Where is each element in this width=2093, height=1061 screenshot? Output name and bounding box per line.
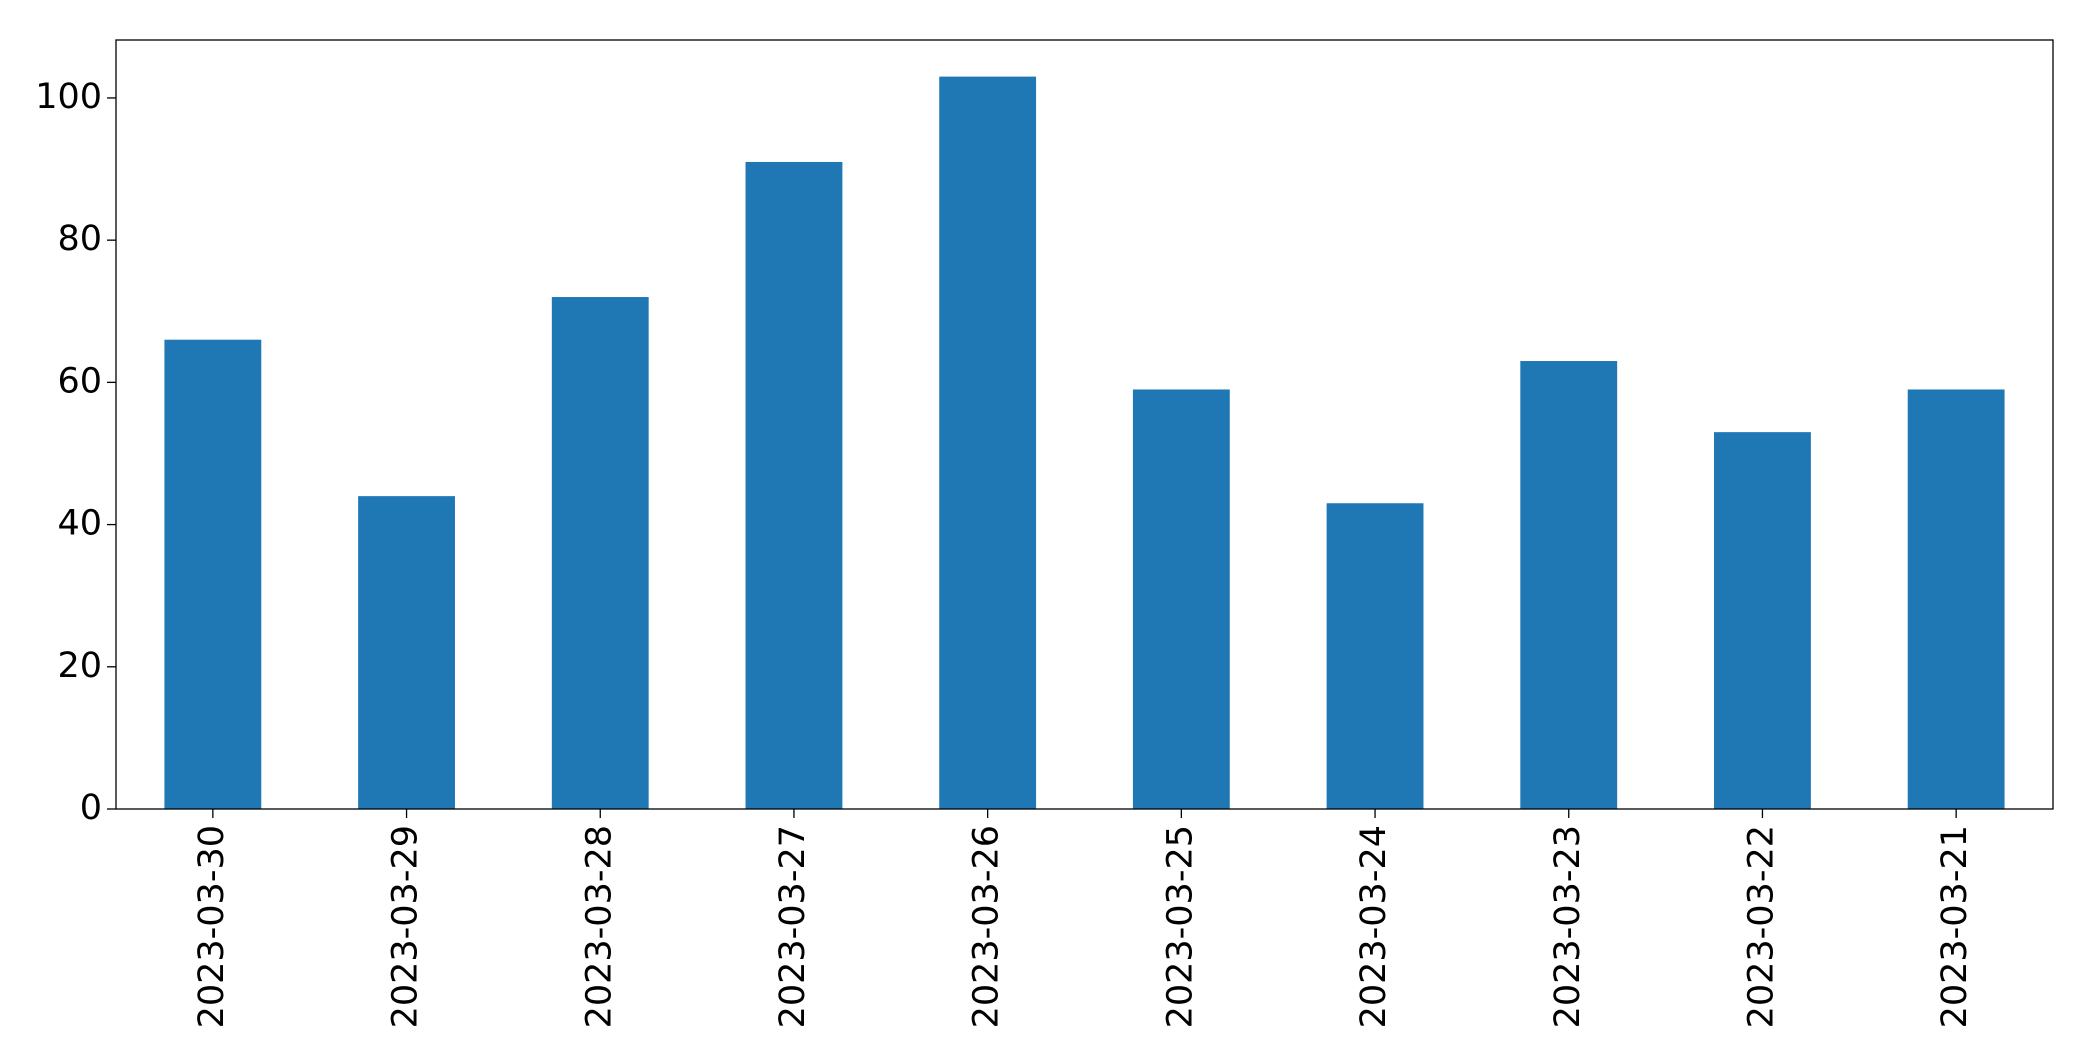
x-tick-label: 2023-03-28 (579, 825, 619, 1028)
bar (164, 339, 262, 809)
bar (939, 76, 1037, 810)
plot-frame (115, 39, 2054, 810)
y-tick-label: 0 (80, 788, 102, 828)
y-tick-label: 80 (57, 219, 102, 259)
bar (745, 161, 843, 810)
x-tick-label: 2023-03-26 (967, 825, 1007, 1028)
y-tick-label: 40 (57, 504, 102, 544)
x-tick-label: 2023-03-30 (192, 825, 232, 1028)
bar (1520, 361, 1618, 809)
bar (1132, 389, 1230, 809)
bar (1326, 503, 1424, 809)
bar (1714, 432, 1811, 809)
x-tick-label: 2023-03-25 (1160, 825, 1200, 1028)
x-tick-label: 2023-03-23 (1548, 825, 1588, 1028)
x-tick-label: 2023-03-24 (1354, 825, 1394, 1028)
x-tick-label: 2023-03-22 (1741, 825, 1781, 1028)
x-tick-label: 2023-03-21 (1935, 825, 1975, 1028)
bar (551, 297, 649, 809)
x-tick-label: 2023-03-27 (773, 825, 813, 1028)
x-tick-label: 2023-03-29 (386, 825, 426, 1028)
y-tick-label: 100 (35, 77, 102, 117)
bar (1907, 389, 2005, 809)
y-tick-label: 20 (57, 646, 102, 686)
y-tick-label: 60 (57, 361, 102, 401)
bar (358, 496, 455, 809)
